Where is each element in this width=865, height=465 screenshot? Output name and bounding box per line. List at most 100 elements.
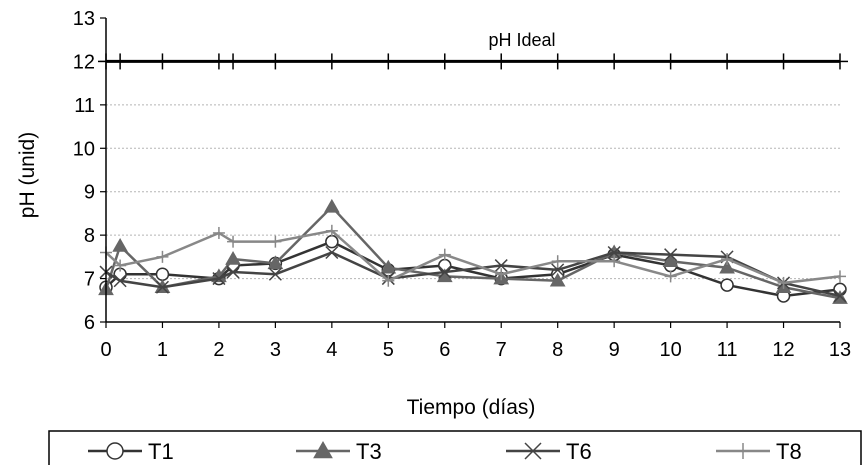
data-point (225, 251, 241, 265)
data-point (720, 278, 734, 292)
data-point (106, 442, 124, 460)
gridlines (106, 60, 840, 280)
series-t6 (99, 245, 847, 303)
series-line (105, 251, 841, 298)
x-tick-label: 5 (383, 339, 394, 361)
x-tick-label: 1 (157, 339, 168, 361)
x-tick-label: 9 (609, 339, 620, 361)
data-point (775, 53, 792, 70)
x-tick-label: 4 (326, 339, 337, 361)
data-point (268, 267, 282, 281)
data-point (608, 255, 621, 268)
data-point (154, 53, 171, 70)
y-tick-label: 6 (84, 312, 95, 334)
data-point (313, 440, 333, 459)
series-layer (98, 198, 848, 304)
data-point (156, 250, 169, 263)
y-tick-label: 12 (73, 51, 95, 73)
legend-label: T3 (356, 439, 382, 464)
data-point (325, 234, 339, 249)
data-point (834, 270, 846, 283)
x-tick-label: 2 (213, 339, 224, 361)
data-point (436, 53, 453, 70)
data-point (493, 53, 510, 70)
data-point (155, 267, 170, 281)
ph-ideal-reference (98, 53, 848, 70)
data-point (777, 276, 790, 289)
data-point (323, 53, 340, 70)
data-point (155, 280, 169, 294)
data-point (267, 53, 284, 70)
y-tick-label: 11 (74, 95, 95, 117)
data-point (267, 255, 284, 270)
data-point (269, 235, 282, 248)
data-point (212, 226, 225, 239)
x-tick-label: 0 (100, 339, 111, 361)
data-point (551, 263, 565, 277)
y-axis-title: pH (unid) (16, 132, 39, 218)
data-point (719, 53, 736, 70)
series-t3 (98, 198, 848, 304)
data-point (325, 224, 338, 237)
y-tick-label: 13 (73, 8, 95, 30)
data-point (551, 255, 564, 268)
data-point (112, 237, 128, 252)
x-tick-label: 10 (659, 339, 681, 361)
data-point (606, 53, 623, 70)
data-point (114, 259, 127, 272)
y-tick-label: 9 (84, 182, 95, 204)
data-point (662, 253, 679, 267)
data-point (113, 274, 127, 288)
data-point (524, 442, 542, 460)
data-point (212, 272, 226, 286)
y-tick-label: 10 (73, 138, 95, 160)
data-point (549, 53, 566, 70)
ph-ideal-label: pH Ideal (488, 30, 555, 50)
x-axis-title: Tiempo (días) (407, 396, 536, 419)
data-point (721, 253, 734, 266)
data-point (112, 53, 129, 70)
x-tick-label: 6 (439, 339, 450, 361)
legend-item-t3: T3 (296, 439, 382, 464)
legend-label: T6 (566, 439, 592, 464)
legend-item-t1: T1 (88, 439, 174, 464)
x-tick-label: 12 (772, 339, 794, 361)
data-point (494, 259, 508, 273)
legend-label: T1 (148, 439, 174, 464)
data-point (495, 268, 508, 281)
data-point (833, 289, 847, 303)
axes (100, 17, 841, 328)
data-point (664, 248, 678, 262)
data-point (664, 270, 677, 283)
data-point (380, 53, 397, 70)
data-point (227, 235, 240, 248)
data-point (549, 272, 566, 287)
legend-label: T8 (776, 439, 802, 464)
legend-item-t8: T8 (716, 439, 802, 464)
data-point (226, 265, 240, 279)
data-point (735, 443, 751, 459)
data-point (662, 53, 679, 70)
x-tick-label: 8 (552, 339, 563, 361)
data-point (607, 245, 621, 260)
legend-item-t6: T6 (506, 439, 592, 464)
data-point (438, 248, 451, 261)
data-point (438, 265, 452, 279)
y-tick-label: 8 (84, 225, 95, 247)
data-point (210, 53, 227, 70)
data-point (325, 245, 339, 260)
y-tick-label: 7 (84, 269, 95, 291)
x-tick-label: 3 (270, 339, 281, 361)
data-point (832, 53, 848, 70)
data-point (380, 259, 397, 274)
x-tick-label: 11 (717, 339, 738, 361)
data-point (719, 259, 735, 274)
series-line (105, 229, 841, 285)
x-tick-label: 13 (829, 339, 851, 361)
data-point (225, 53, 242, 70)
legend: T1 T3 T6 T8 (48, 430, 862, 465)
x-tick-label: 7 (496, 339, 507, 361)
legend-box (48, 430, 862, 465)
